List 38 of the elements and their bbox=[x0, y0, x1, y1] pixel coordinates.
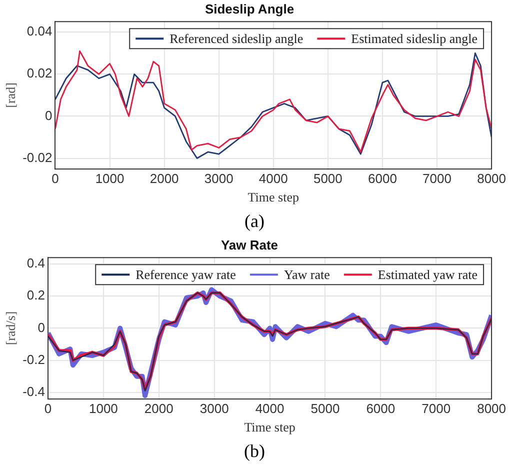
y-tick-label: -0.2 bbox=[22, 352, 45, 367]
y-tick-label: 0.02 bbox=[26, 66, 52, 81]
y-axis-title: [rad] bbox=[3, 82, 18, 108]
x-tick-label: 4000 bbox=[255, 401, 284, 416]
chart-title: Yaw Rate bbox=[220, 237, 278, 252]
y-tick-label: 0 bbox=[44, 108, 52, 123]
y-tick-label: -0.02 bbox=[22, 150, 52, 165]
text: (a) bbox=[244, 210, 266, 233]
y-tick-label: -0.4 bbox=[22, 384, 45, 399]
x-axis-title: Time step bbox=[244, 420, 296, 435]
legend-label: Referenced sideslip angle bbox=[170, 31, 304, 46]
y-tick-label: 0.04 bbox=[26, 24, 52, 39]
x-tick-label: 8000 bbox=[477, 171, 506, 186]
y-tick-label: 0.4 bbox=[26, 256, 45, 271]
y-tick-label: 0.2 bbox=[26, 288, 45, 303]
x-tick-label: 3000 bbox=[204, 171, 234, 186]
legend-label: Yaw rate bbox=[284, 267, 330, 282]
x-tick-label: 7000 bbox=[422, 171, 452, 186]
text: (b) bbox=[243, 440, 266, 463]
x-tick-label: 5000 bbox=[313, 171, 342, 186]
x-tick-label: 8000 bbox=[477, 401, 506, 416]
x-axis-title: Time step bbox=[248, 190, 299, 205]
x-tick-label: 2000 bbox=[150, 171, 179, 186]
x-tick-label: 5000 bbox=[310, 401, 340, 416]
x-tick-label: 6000 bbox=[366, 401, 396, 416]
x-tick-label: 7000 bbox=[422, 401, 451, 416]
x-tick-label: 1000 bbox=[95, 171, 124, 186]
legend-label: Estimated yaw rate bbox=[378, 267, 478, 282]
y-axis-title: [rad/s] bbox=[3, 311, 18, 346]
x-tick-label: 6000 bbox=[368, 171, 397, 186]
x-tick-label: 4000 bbox=[258, 171, 288, 186]
legend-label: Estimated sideslip angle bbox=[351, 31, 478, 46]
x-tick-label: 1000 bbox=[88, 401, 118, 416]
x-tick-label: 2000 bbox=[144, 401, 174, 416]
chart-title: Sideslip Angle bbox=[204, 1, 294, 16]
y-tick-label: 0 bbox=[38, 320, 45, 335]
x-tick-label: 3000 bbox=[200, 401, 229, 416]
legend-label: Reference yaw rate bbox=[136, 267, 236, 282]
